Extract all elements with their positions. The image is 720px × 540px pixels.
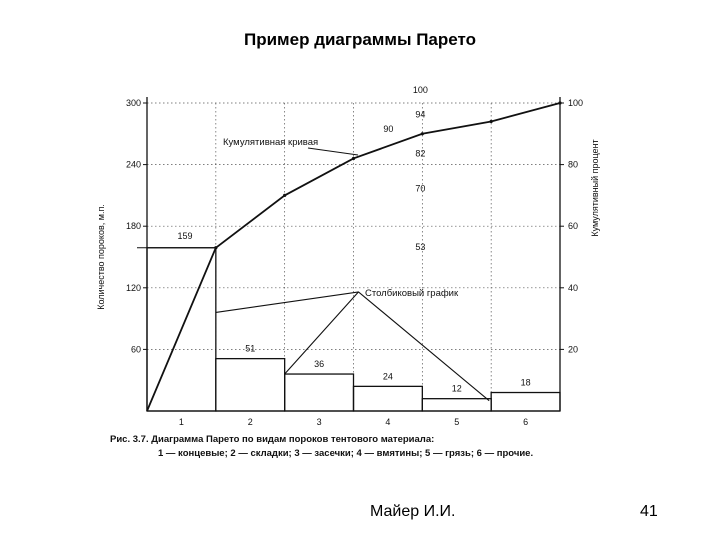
- y-tick-label-right: 20: [568, 344, 578, 354]
- bar: [215, 357, 286, 412]
- cumulative-point: [283, 193, 287, 197]
- category-label: 2: [248, 417, 253, 427]
- bar: [490, 391, 561, 412]
- y-tick-label-left: 60: [131, 344, 141, 354]
- category-label: 4: [385, 417, 390, 427]
- cumulative-value-label: 100: [413, 85, 428, 95]
- cumulative-point: [351, 156, 356, 161]
- page-number: 41: [640, 503, 658, 520]
- bar-value-label: 24: [383, 371, 393, 381]
- category-label: 5: [454, 417, 459, 427]
- pareto-figure: 60 120 180 240 300 20 40 60 80 100 Количество поро…: [90, 85, 620, 465]
- bar-value-label: 18: [521, 378, 531, 388]
- cumulative-value-label: 94: [415, 109, 425, 119]
- footer-author: Майер И.И.: [370, 503, 456, 520]
- y2-axis-title: Кумулятивный процент: [590, 139, 600, 236]
- y-tick-label-left: 240: [126, 160, 141, 170]
- bar-value-label: 159: [177, 231, 192, 241]
- slide-title: Пример диаграммы Парето: [244, 30, 476, 49]
- y-axis-title: Количество пороков, м.п.: [96, 204, 106, 310]
- cumulative-value-label: 82: [415, 148, 425, 158]
- bar-value-label: 12: [452, 384, 462, 394]
- y-tick-label-left: 300: [126, 98, 141, 108]
- category-label: 3: [317, 417, 322, 427]
- y-tick-label-right: 80: [568, 160, 578, 170]
- y-tick-label-right: 100: [568, 98, 583, 108]
- category-label: 6: [523, 417, 528, 427]
- y-tick-label-left: 120: [126, 283, 141, 293]
- figure-caption-line1: Рис. 3.7. Диаграмма Парето по видам поро…: [110, 434, 434, 445]
- cumulative-point: [558, 101, 562, 105]
- annotation-cumulative-curve: Кумулятивная кривая: [223, 137, 318, 148]
- cumulative-point: [489, 119, 493, 124]
- bar-value-label: 51: [245, 344, 255, 354]
- bar-envelope-line: [284, 291, 359, 375]
- cumulative-value-label: 90: [383, 124, 393, 134]
- bar: [352, 385, 423, 412]
- annotation-bar-chart: Столбиковый график: [365, 288, 459, 299]
- figure-caption-line2: 1 — концевые; 2 — складки; 3 — засечки; …: [158, 448, 533, 459]
- cumulative-point: [214, 246, 218, 250]
- y-tick-label-right: 60: [568, 221, 578, 231]
- bar-envelope-line: [215, 291, 490, 402]
- bar: [421, 398, 492, 412]
- pareto-chart: 60 120 180 240 300 20 40 60 80 100 Количество поро…: [96, 85, 600, 459]
- bar-value-label: 36: [314, 359, 324, 369]
- bar: [284, 373, 355, 412]
- annotation-leader: [307, 147, 359, 156]
- cumulative-point: [420, 132, 424, 136]
- cumulative-curve-line: [146, 102, 561, 412]
- cumulative-value-label: 70: [415, 183, 425, 193]
- cumulative-value-label: 53: [415, 242, 425, 252]
- y-tick-label-right: 40: [568, 283, 578, 293]
- y-tick-label-left: 180: [126, 221, 141, 231]
- category-label: 1: [179, 417, 184, 427]
